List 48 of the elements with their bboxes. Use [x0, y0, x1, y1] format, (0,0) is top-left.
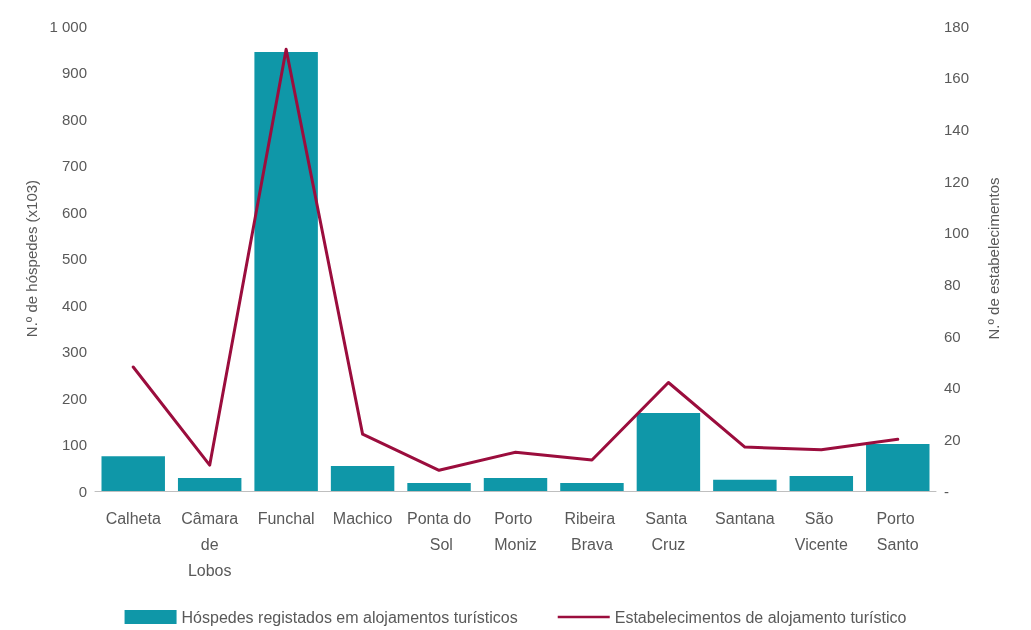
- bar: [407, 483, 471, 491]
- x-tick-label: Calheta: [105, 509, 161, 527]
- bar: [789, 476, 854, 491]
- y-axis-title: N.º de hóspedes (x103): [22, 179, 40, 338]
- y2-tick-label: 140: [944, 120, 970, 138]
- x-tick-label: Machico: [332, 509, 393, 527]
- legend-label: Estabelecimentos de alojamento turístico: [614, 608, 907, 626]
- y2-tick-label: 60: [944, 327, 961, 345]
- bar: [866, 444, 930, 491]
- y-tick-label: 500: [61, 250, 87, 267]
- x-tick-label: Santana: [715, 509, 775, 527]
- x-tick-label: Porto Moniz: [494, 509, 537, 553]
- x-tick-label: Porto Santo: [876, 509, 920, 553]
- x-tick-label: São Vicente: [794, 509, 848, 553]
- line-series: [131, 47, 900, 472]
- y2-tick-label: -: [944, 482, 949, 500]
- bar: [254, 52, 318, 491]
- y-tick-label: 100: [61, 436, 87, 453]
- y2-tick-label: 160: [944, 69, 970, 87]
- y2-tick-label: 120: [944, 172, 970, 190]
- bar: [101, 456, 165, 491]
- bar: [713, 479, 777, 491]
- y-tick-label: 300: [61, 343, 87, 360]
- y2-tick-label: 80: [944, 275, 961, 293]
- bar: [177, 477, 242, 491]
- y-tick-label: 200: [61, 389, 87, 407]
- bar: [483, 477, 548, 491]
- y2-tick-label: 180: [944, 17, 970, 35]
- x-tick-label: Ribeira Brava: [564, 509, 620, 553]
- y-tick-label: 400: [61, 296, 87, 314]
- y2-tick-label: 40: [944, 379, 961, 397]
- x-tick-label: Funchal: [257, 509, 315, 527]
- y-tick-label: 700: [61, 157, 87, 174]
- bar: [560, 483, 624, 491]
- y-tick-label: 900: [61, 64, 87, 81]
- x-tick-label: Santa Cruz: [645, 509, 692, 553]
- legend-label: Hóspedes registados em alojamentos turísticos: [181, 608, 518, 626]
- bar: [636, 412, 701, 491]
- y-tick-label: 1 000: [49, 17, 87, 35]
- y2-axis-title: N.º de estabelecimentos: [985, 177, 1002, 340]
- bar: [330, 465, 395, 491]
- y2-tick-label: 100: [944, 224, 970, 242]
- y-tick-label: 800: [61, 110, 87, 128]
- x-tick-label: Ponta do Sol: [407, 509, 472, 553]
- y-tick-label: 0: [78, 482, 87, 500]
- x-tick-label: Câmara de Lobos: [181, 509, 239, 579]
- y2-tick-label: 20: [944, 430, 961, 448]
- y-tick-label: 600: [61, 203, 87, 221]
